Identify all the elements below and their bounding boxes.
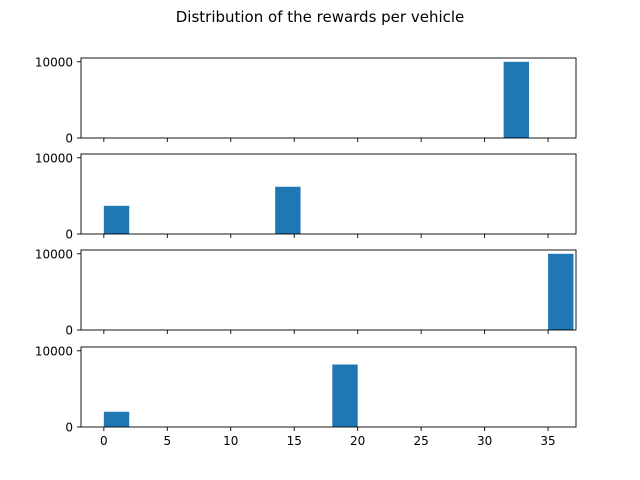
x-tick-label: 15 (287, 434, 302, 448)
subplot-4: 0 10000 0 5 10 15 20 25 30 35 (35, 344, 577, 448)
axes-frame (80, 249, 577, 331)
x-tick-label: 30 (477, 434, 492, 448)
axes-frame (80, 346, 577, 428)
x-tick-label: 10 (223, 434, 238, 448)
y-tick-label: 10000 (35, 151, 73, 165)
figure-title: Distribution of the rewards per vehicle (176, 8, 465, 26)
y-tick-label: 10000 (35, 55, 73, 69)
axes-frame (80, 153, 577, 235)
y-tick-label: 0 (65, 421, 73, 435)
histogram-bar (103, 205, 130, 234)
x-tick-label: 20 (350, 434, 365, 448)
histogram-bar (103, 411, 130, 427)
y-tick-label: 0 (65, 228, 73, 242)
y-tick-label: 0 (65, 324, 73, 338)
x-tick-label: 25 (414, 434, 429, 448)
x-tick-label: 35 (540, 434, 555, 448)
histogram-bar (275, 186, 301, 234)
histogram-bar (332, 364, 358, 427)
histogram-bar (503, 61, 530, 139)
x-tick-label: 5 (163, 434, 171, 448)
y-tick-label: 10000 (35, 344, 73, 358)
x-tick-label: 0 (100, 434, 108, 448)
axes-frame (80, 57, 577, 139)
subplot-3: 0 10000 (35, 247, 577, 338)
y-tick-label: 10000 (35, 247, 73, 261)
y-tick-label: 0 (65, 132, 73, 146)
subplots: 0 10000 0 10000 0 10000 0 10000 0 5 10 15 20 25 30 35 (35, 55, 577, 448)
histogram-bar (548, 253, 574, 330)
subplot-2: 0 10000 (35, 151, 577, 242)
subplot-1: 0 10000 (35, 55, 577, 146)
